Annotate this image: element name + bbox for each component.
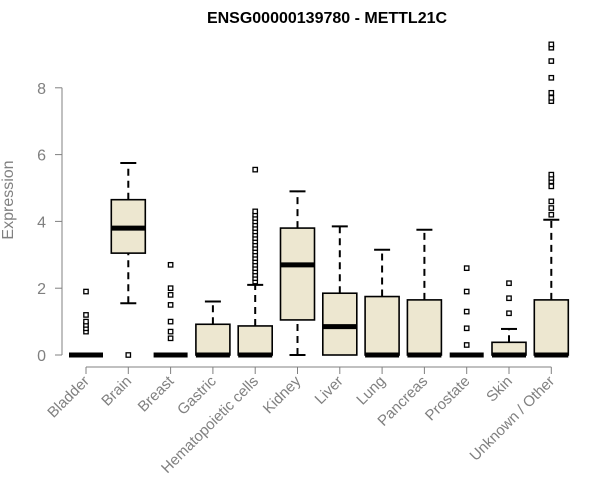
outlier-point [463,342,470,348]
outlier-point [167,335,174,342]
outlier-point [463,325,470,332]
box-lung [364,248,400,358]
outlier-point [548,58,555,64]
chart-title: ENSG00000139780 - METTL21C [207,10,448,27]
box-iqr [237,325,273,356]
outlier-point [506,310,512,317]
box-skin [491,280,527,358]
y-tick-label: 8 [37,81,46,98]
box-iqr [321,292,358,356]
category-label: Bladder [44,373,93,422]
y-tick-label: 2 [37,281,46,298]
outlier-point [506,295,512,302]
box-prostate [449,265,484,358]
y-tick-label: 6 [37,148,46,165]
box-liver [321,225,358,356]
box-hematopoietic-cells [237,166,273,358]
category-label: Prostate [422,373,474,425]
box-bladder [69,288,103,358]
outlier-point [548,183,555,190]
outlier-point [548,171,555,178]
category-label: Kidney [260,372,305,417]
category-label: Lung [353,373,389,409]
box-gastric [195,300,231,358]
outlier-point [252,166,259,173]
box-iqr [533,299,570,356]
box-iqr [406,299,443,356]
box-series [69,41,570,358]
box-iqr [195,323,231,356]
outlier-point [548,94,555,101]
box-unknown-other [533,41,570,358]
outlier-point [167,328,174,335]
outlier-point [167,318,174,325]
box-brain [110,161,147,358]
outlier-point [463,288,470,295]
box-pancreas [406,228,443,358]
outlier-point [167,292,174,298]
outlier-point [83,312,89,318]
outlier-point [463,308,470,315]
outlier-point [548,205,555,211]
category-label: Liver [312,373,347,408]
outlier-point [167,261,174,268]
outlier-point [125,352,132,358]
y-tick-label: 4 [37,214,46,231]
outlier-point [548,89,555,96]
box-iqr [364,295,400,356]
outlier-point [548,211,555,218]
outlier-point [167,285,174,292]
outlier-point [548,74,555,81]
category-label: Breast [135,372,178,415]
outlier-point [548,41,555,48]
box-breast [153,261,188,358]
category-label: Skin [483,373,516,406]
y-tick-label: 0 [37,348,46,365]
box-iqr [279,227,316,321]
axes: 0 2 4 6 8 [37,81,552,374]
outlier-point [83,318,89,325]
y-axis-label: Expression [0,160,17,239]
box-kidney [279,190,316,356]
outlier-point [252,208,259,215]
outlier-point [548,198,555,205]
category-label: Brain [98,373,135,410]
outlier-point [506,280,512,287]
outlier-point [463,265,470,272]
outlier-point [83,288,89,295]
outlier-point [167,302,174,308]
